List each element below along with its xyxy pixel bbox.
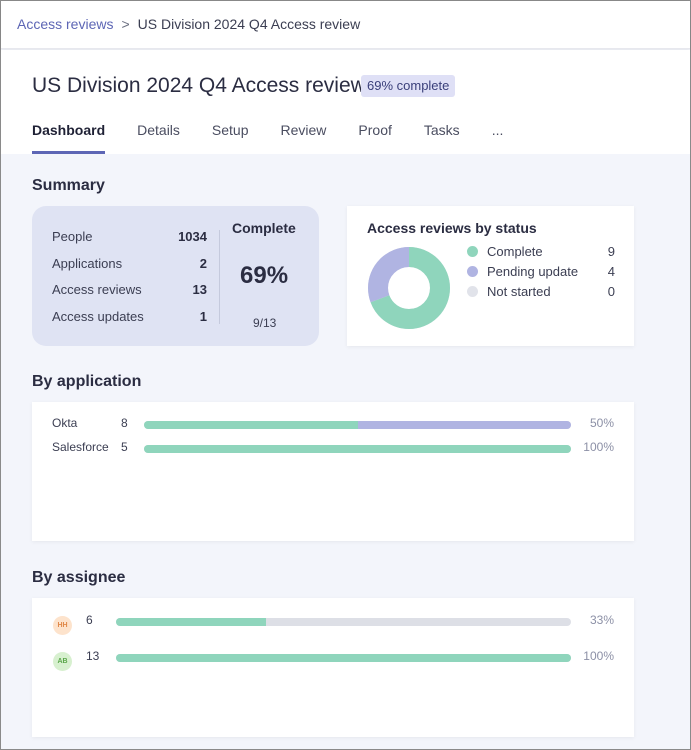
legend-not-started: Not started 0: [467, 284, 615, 299]
stat-value: 1: [199, 309, 207, 324]
legend-label: Complete: [487, 244, 543, 259]
legend-label: Not started: [487, 284, 551, 299]
tab-proof[interactable]: Proof: [358, 122, 392, 138]
stat-value: 13: [192, 282, 207, 297]
assignee-row[interactable]: AB 13 100%: [52, 649, 617, 671]
tab-tasks[interactable]: Tasks: [423, 122, 460, 138]
stat-applications: Applications 2: [52, 256, 207, 271]
complete-fraction: 9/13: [253, 316, 277, 330]
stat-label: Access reviews: [52, 282, 142, 297]
top-bar: Access reviews > US Division 2024 Q4 Acc…: [1, 1, 690, 49]
application-percentage: 50%: [589, 416, 614, 430]
tab-bar: Dashboard Details Setup Review Proof Tas…: [32, 122, 503, 154]
status-chart-card: Access reviews by status Complete 9 Pend…: [347, 206, 634, 346]
avatar: HH: [53, 616, 72, 635]
assignee-percentage: 100%: [583, 649, 614, 663]
legend-dot: [467, 246, 478, 257]
stat-value: 1034: [178, 229, 207, 244]
legend-value: 4: [607, 264, 615, 279]
stat-value: 2: [199, 256, 207, 271]
progress-complete-fill: [144, 421, 358, 429]
stat-access-reviews: Access reviews 13: [52, 282, 207, 297]
progress-pending-fill: [357, 421, 571, 429]
summary-card: People 1034 Applications 2 Access review…: [32, 206, 319, 346]
breadcrumb-current: US Division 2024 Q4 Access review: [137, 16, 361, 32]
by-application-card: Okta 8 50% Salesforce 5 100%: [32, 402, 634, 541]
legend-complete: Complete 9: [467, 244, 615, 259]
application-progress-bar: [144, 445, 571, 453]
complete-percentage: 69%: [240, 262, 289, 289]
progress-badge: 69% complete: [361, 75, 456, 97]
breadcrumb: Access reviews > US Division 2024 Q4 Acc…: [17, 16, 360, 32]
avatar: AB: [53, 652, 72, 671]
summary-heading: Summary: [32, 177, 105, 194]
stat-label: People: [52, 229, 93, 244]
application-name: Okta: [52, 416, 78, 430]
stat-access-updates: Access updates 1: [52, 309, 207, 324]
assignee-count: 13: [86, 649, 100, 663]
by-assignee-heading: By assignee: [32, 569, 126, 586]
legend-value: 0: [607, 284, 615, 299]
tab-setup[interactable]: Setup: [211, 122, 249, 138]
legend-dot: [467, 266, 478, 277]
legend-dot: [467, 286, 478, 297]
breadcrumb-access-reviews-link[interactable]: Access reviews: [17, 16, 114, 32]
by-application-heading: By application: [32, 373, 142, 390]
application-row-okta[interactable]: Okta 8 50%: [52, 416, 617, 434]
application-name: Salesforce: [52, 440, 109, 454]
summary-divider: [219, 230, 220, 324]
legend-value: 9: [607, 244, 615, 259]
donut-slice-pending-update: [368, 247, 450, 329]
legend-label: Pending update: [487, 264, 579, 279]
assignee-percentage: 33%: [589, 613, 614, 627]
assignee-progress-bar: [116, 618, 571, 626]
tab-review[interactable]: Review: [280, 122, 327, 138]
tab-dashboard[interactable]: Dashboard: [32, 122, 106, 154]
complete-label: Complete: [232, 220, 296, 236]
legend-pending-update: Pending update 4: [467, 264, 615, 279]
application-count: 8: [121, 416, 128, 430]
breadcrumb-separator: >: [121, 16, 130, 32]
stat-label: Access updates: [52, 309, 144, 324]
progress-complete-fill: [116, 654, 571, 662]
application-percentage: 100%: [583, 440, 614, 454]
by-assignee-card: HH 6 33% AB 13 100%: [32, 598, 634, 737]
progress-complete-fill: [144, 445, 571, 453]
progress-complete-fill: [116, 618, 267, 626]
application-count: 5: [121, 440, 128, 454]
tab-more-button[interactable]: ...: [491, 122, 504, 138]
assignee-row[interactable]: HH 6 33%: [52, 613, 617, 635]
stat-label: Applications: [52, 256, 123, 271]
tab-details[interactable]: Details: [137, 122, 180, 138]
page-header: US Division 2024 Q4 Access review 69% co…: [1, 50, 690, 154]
status-donut-chart: [368, 247, 450, 329]
application-progress-bar: [144, 421, 571, 429]
assignee-progress-bar: [116, 654, 571, 662]
assignee-count: 6: [86, 613, 93, 627]
page-title: US Division 2024 Q4 Access review: [32, 74, 366, 97]
status-chart-title: Access reviews by status: [367, 220, 537, 236]
stat-people: People 1034: [52, 229, 207, 244]
application-row-salesforce[interactable]: Salesforce 5 100%: [52, 440, 617, 458]
